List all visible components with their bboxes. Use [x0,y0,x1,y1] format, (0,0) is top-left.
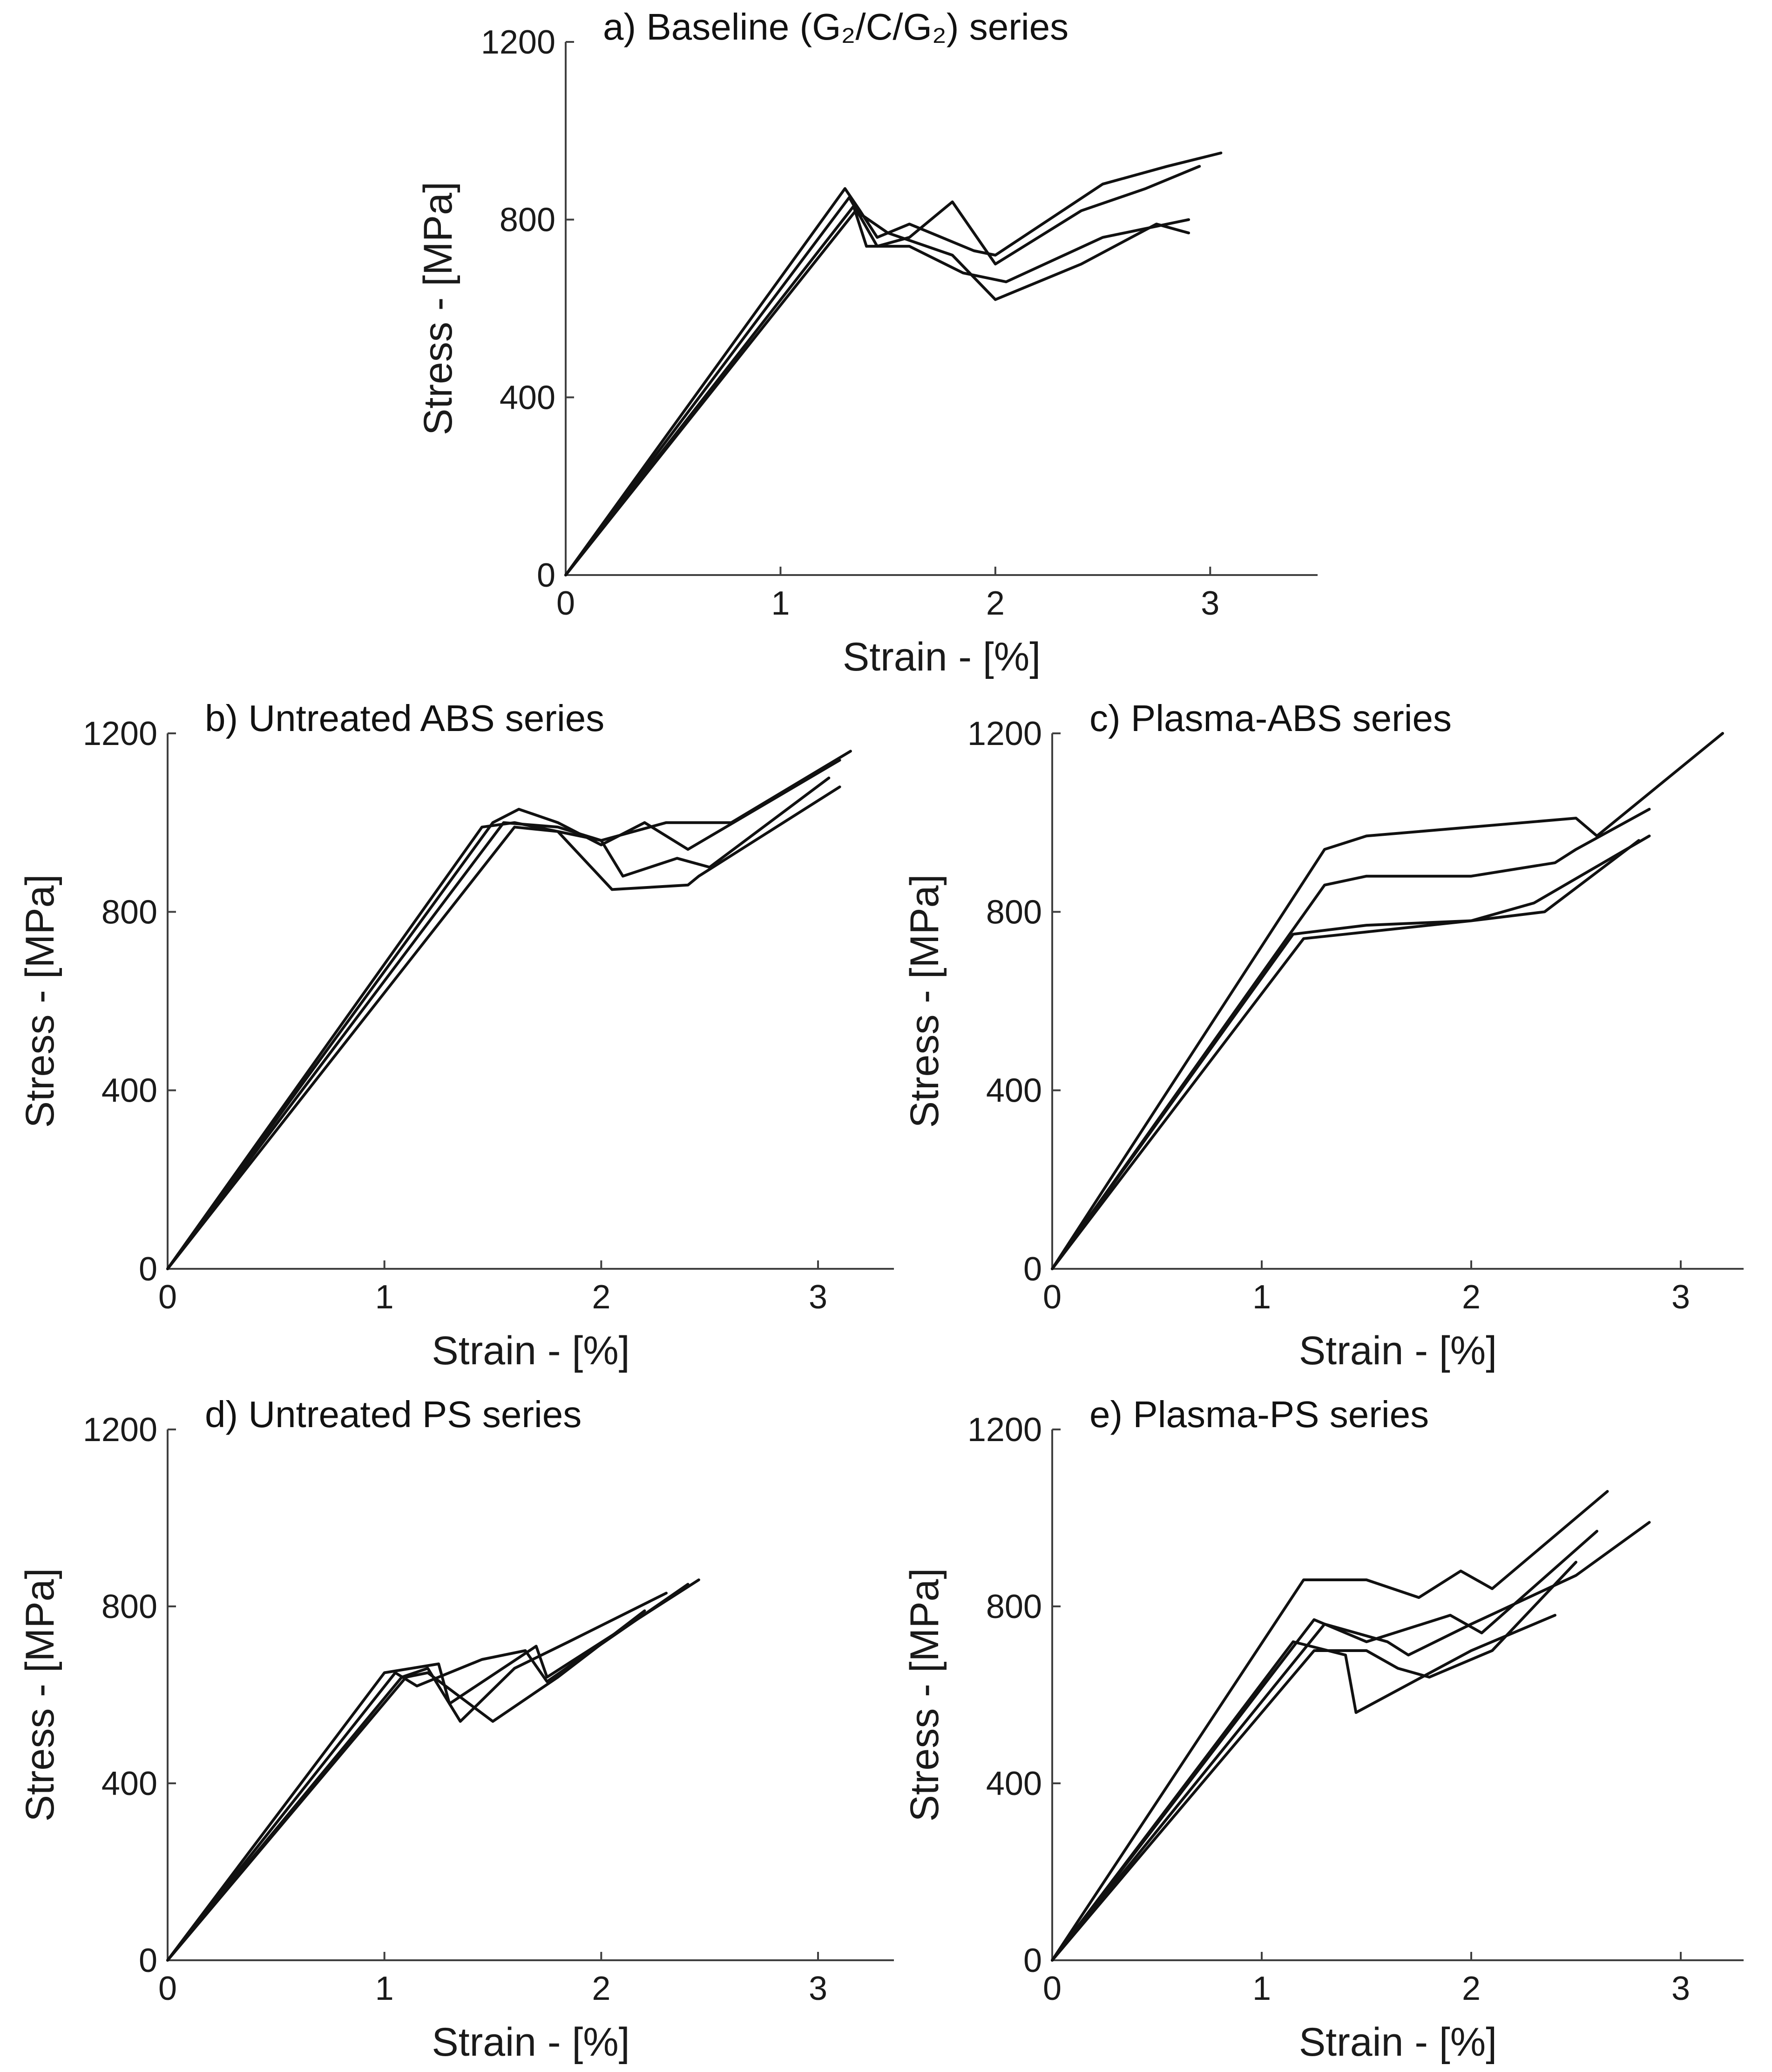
series-line-1 [1051,1490,1609,1962]
panel-title: d) Untreated PS series [205,1394,582,1435]
x-tick-label: 1 [1252,1970,1271,2007]
series-line-3 [564,205,1190,576]
x-tick-label: 0 [1043,1970,1062,2007]
x-tick-label: 2 [1462,1279,1481,1316]
y-tick-label: 400 [101,1765,157,1802]
panel-title: c) Plasma-ABS series [1089,697,1452,739]
y-tick-label: 800 [986,894,1042,931]
x-tick-label: 2 [592,1279,610,1316]
y-tick-label: 800 [101,894,157,931]
y-tick-label: 0 [139,1942,157,1979]
panel-b: 0 1 2 3 0 400 800 1200 b) Untreated ABS series St… [18,697,894,1373]
y-tick-label: 0 [139,1251,157,1288]
series-line-3 [166,1591,668,1962]
y-tick-label: 800 [500,202,555,239]
x-axis-label: Strain - [%] [1299,2020,1497,2065]
y-axis-label: Stress - [MPa] [902,1568,947,1822]
series-line-2 [166,758,841,1270]
series-line-2 [1051,1530,1598,1962]
y-axis-label: Stress - [MPa] [18,874,62,1128]
x-axis-label: Strain - [%] [432,1328,629,1373]
panel-c: 0 1 2 3 0 400 800 1200 c) Plasma-ABS series Strai… [902,697,1744,1373]
x-tick-label: 0 [158,1970,177,2007]
series-line-4 [1051,839,1640,1270]
y-tick-label: 400 [101,1072,157,1110]
x-axis-label: Strain - [%] [432,2020,629,2065]
series-line-4 [166,1609,646,1962]
y-tick-label: 1200 [83,715,157,752]
x-tick-label: 3 [1671,1970,1690,2007]
x-tick-label: 2 [592,1970,610,2007]
y-tick-label: 0 [1023,1251,1042,1288]
x-axis-label: Strain - [%] [843,635,1041,679]
series-line-2 [166,1583,690,1962]
y-tick-label: 1200 [967,715,1042,752]
x-tick-label: 3 [1201,585,1219,622]
series-line-3 [166,776,831,1270]
panel-title: e) Plasma-PS series [1089,1394,1429,1435]
x-tick-label: 0 [158,1279,177,1316]
panel-title: b) Untreated ABS series [205,697,604,739]
x-tick-label: 3 [809,1970,827,2007]
y-tick-label: 400 [986,1765,1042,1802]
y-axis-label: Stress - [MPa] [18,1568,62,1822]
y-tick-label: 400 [500,379,555,416]
x-tick-label: 2 [1462,1970,1481,2007]
series-line-2 [1051,807,1651,1270]
series-line-3 [1051,834,1651,1270]
series-line-4 [166,785,841,1270]
panel-a: 0 1 2 3 0 400 800 1200 a) Baseline (G₂/C/G₂) ser… [416,6,1318,679]
series-line-3 [1051,1521,1651,1962]
y-tick-label: 800 [986,1588,1042,1625]
x-tick-label: 0 [1043,1279,1062,1316]
y-tick-label: 400 [986,1072,1042,1110]
x-tick-label: 1 [771,585,790,622]
series-line-1 [166,1578,700,1962]
series-line-1 [166,750,852,1270]
x-tick-label: 0 [556,585,575,622]
panel-e: 0 1 2 3 0 400 800 1200 e) Plasma-PS series Strain… [902,1394,1744,2065]
series-line-1 [564,151,1223,576]
panel-title: a) Baseline (G₂/C/G₂) series [603,6,1069,47]
x-tick-label: 1 [1252,1279,1271,1316]
y-tick-label: 800 [101,1588,157,1625]
x-axis-label: Strain - [%] [1299,1328,1497,1373]
y-tick-label: 0 [537,557,555,594]
x-tick-label: 1 [375,1970,394,2007]
y-tick-label: 0 [1023,1942,1042,1979]
y-axis-label: Stress - [MPa] [902,874,947,1128]
x-tick-label: 3 [809,1279,827,1316]
y-tick-label: 1200 [967,1411,1042,1449]
series-line-5 [1051,1614,1556,1962]
y-tick-label: 1200 [481,24,555,61]
y-tick-label: 1200 [83,1411,157,1449]
x-tick-label: 1 [375,1279,394,1316]
series-line-4 [1051,1561,1577,1962]
x-tick-label: 3 [1671,1279,1690,1316]
y-axis-label: Stress - [MPa] [416,182,460,435]
series-line-1 [1051,732,1724,1270]
series-line-4 [564,209,1190,576]
x-tick-label: 2 [986,585,1005,622]
panel-d: 0 1 2 3 0 400 800 1200 d) Untreated PS series Str… [18,1394,894,2065]
